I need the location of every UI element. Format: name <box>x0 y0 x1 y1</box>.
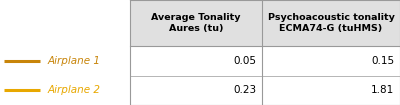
Bar <box>130 76 262 105</box>
Bar <box>262 46 400 76</box>
Bar <box>130 0 262 46</box>
Text: Airplane 1: Airplane 1 <box>48 56 101 66</box>
Text: 1.81: 1.81 <box>371 85 394 95</box>
Text: 0.05: 0.05 <box>233 56 256 66</box>
Bar <box>130 46 262 76</box>
Text: Airplane 2: Airplane 2 <box>48 85 101 95</box>
Bar <box>262 0 400 46</box>
Text: 0.23: 0.23 <box>233 85 256 95</box>
Text: Psychoacoustic tonality
ECMA74-G (tuHMS): Psychoacoustic tonality ECMA74-G (tuHMS) <box>268 13 394 33</box>
Bar <box>262 76 400 105</box>
Text: Average Tonality
Aures (tu): Average Tonality Aures (tu) <box>151 13 241 33</box>
Text: 0.15: 0.15 <box>371 56 394 66</box>
